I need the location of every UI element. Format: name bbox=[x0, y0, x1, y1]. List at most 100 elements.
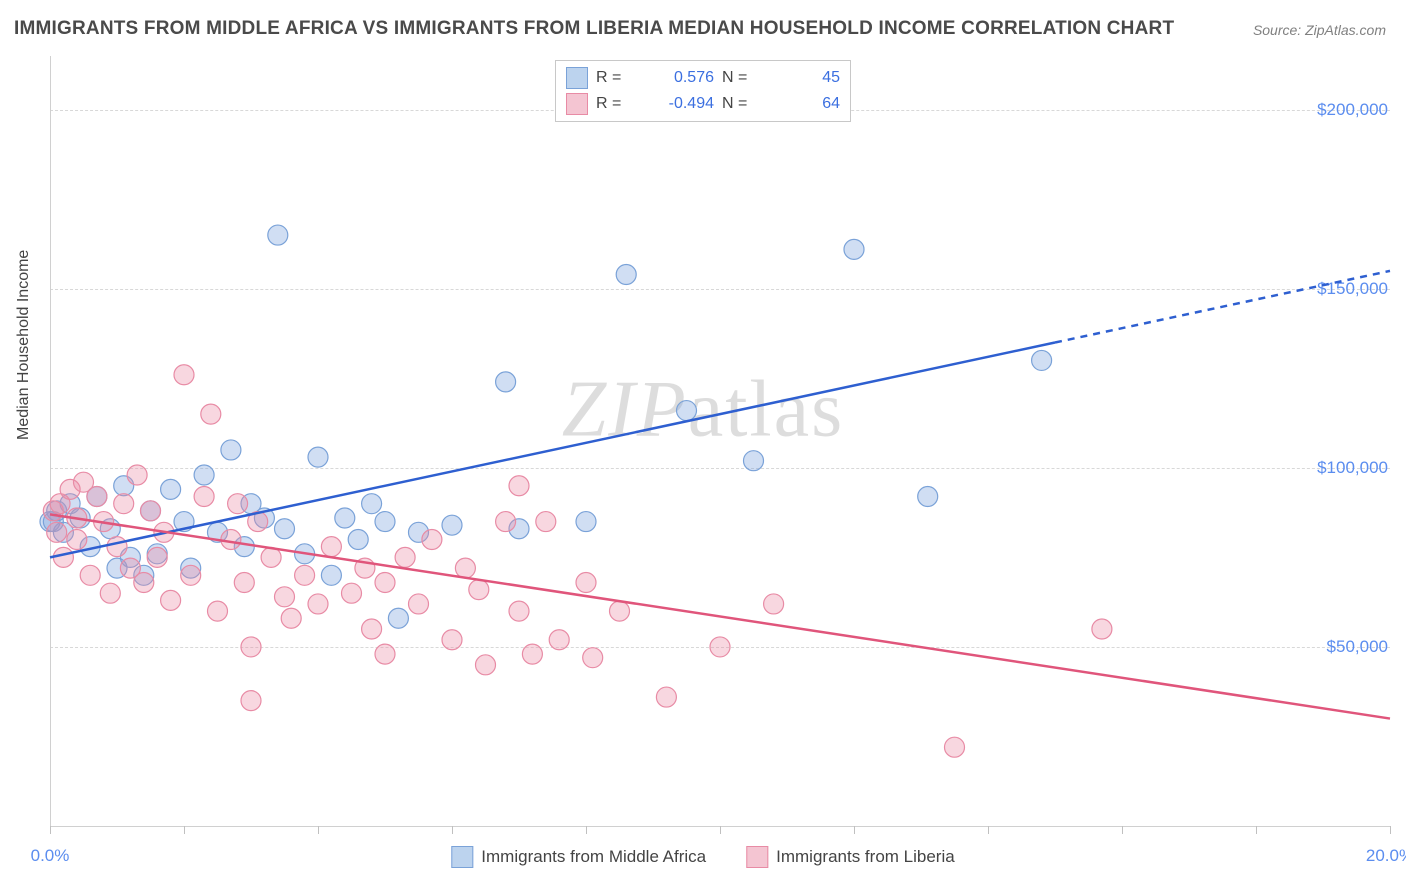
source-attribution: Source: ZipAtlas.com bbox=[1253, 22, 1386, 38]
x-tick bbox=[586, 826, 587, 834]
x-tick bbox=[318, 826, 319, 834]
data-point bbox=[549, 630, 569, 650]
data-point bbox=[221, 529, 241, 549]
data-point bbox=[201, 404, 221, 424]
x-tick bbox=[184, 826, 185, 834]
x-tick bbox=[720, 826, 721, 834]
data-point bbox=[321, 565, 341, 585]
chart-svg bbox=[50, 56, 1390, 826]
data-point bbox=[308, 447, 328, 467]
data-point bbox=[536, 512, 556, 532]
data-point bbox=[342, 583, 362, 603]
swatch-middle-africa bbox=[566, 67, 588, 89]
legend-n-value: 45 bbox=[770, 69, 840, 87]
data-point bbox=[442, 630, 462, 650]
x-tick bbox=[1122, 826, 1123, 834]
trend-line bbox=[50, 514, 1390, 718]
data-point bbox=[362, 619, 382, 639]
data-point bbox=[375, 572, 395, 592]
correlation-legend: R = 0.576 N = 45 R = -0.494 N = 64 bbox=[555, 60, 851, 122]
data-point bbox=[281, 608, 301, 628]
data-point bbox=[47, 522, 67, 542]
data-point bbox=[194, 487, 214, 507]
data-point bbox=[161, 479, 181, 499]
data-point bbox=[308, 594, 328, 614]
data-point bbox=[295, 565, 315, 585]
data-point bbox=[208, 601, 228, 621]
data-point bbox=[375, 512, 395, 532]
data-point bbox=[844, 239, 864, 259]
data-point bbox=[576, 572, 596, 592]
x-tick bbox=[1390, 826, 1391, 834]
chart-title: IMMIGRANTS FROM MIDDLE AFRICA VS IMMIGRA… bbox=[14, 18, 1174, 40]
legend-item-middle-africa: Immigrants from Middle Africa bbox=[451, 846, 706, 868]
swatch-liberia bbox=[566, 93, 588, 115]
data-point bbox=[335, 508, 355, 528]
data-point bbox=[522, 644, 542, 664]
data-point bbox=[161, 590, 181, 610]
data-point bbox=[455, 558, 475, 578]
data-point bbox=[509, 476, 529, 496]
legend-label: Immigrants from Liberia bbox=[776, 847, 955, 867]
x-tick bbox=[452, 826, 453, 834]
data-point bbox=[656, 687, 676, 707]
data-point bbox=[764, 594, 784, 614]
data-point bbox=[234, 572, 254, 592]
data-point bbox=[576, 512, 596, 532]
legend-n-label: N = bbox=[722, 95, 762, 113]
data-point bbox=[275, 587, 295, 607]
data-point bbox=[174, 365, 194, 385]
swatch-middle-africa bbox=[451, 846, 473, 868]
data-point bbox=[194, 465, 214, 485]
data-point bbox=[583, 648, 603, 668]
legend-item-liberia: Immigrants from Liberia bbox=[746, 846, 955, 868]
data-point bbox=[476, 655, 496, 675]
data-point bbox=[710, 637, 730, 657]
y-axis-label: Median Household Income bbox=[15, 250, 33, 440]
legend-row-middle-africa: R = 0.576 N = 45 bbox=[566, 65, 840, 91]
data-point bbox=[677, 401, 697, 421]
legend-row-liberia: R = -0.494 N = 64 bbox=[566, 91, 840, 117]
data-point bbox=[422, 529, 442, 549]
series-legend: Immigrants from Middle Africa Immigrants… bbox=[451, 846, 954, 868]
data-point bbox=[395, 547, 415, 567]
x-tick bbox=[988, 826, 989, 834]
data-point bbox=[496, 372, 516, 392]
data-point bbox=[1092, 619, 1112, 639]
x-tick-label-min: 0.0% bbox=[31, 846, 70, 866]
legend-n-label: N = bbox=[722, 69, 762, 87]
data-point bbox=[181, 565, 201, 585]
data-point bbox=[469, 580, 489, 600]
data-point bbox=[388, 608, 408, 628]
data-point bbox=[134, 572, 154, 592]
data-point bbox=[744, 451, 764, 471]
data-point bbox=[321, 537, 341, 557]
trend-line-extrapolated bbox=[1055, 271, 1390, 343]
data-point bbox=[147, 547, 167, 567]
chart-container: IMMIGRANTS FROM MIDDLE AFRICA VS IMMIGRA… bbox=[0, 0, 1406, 892]
data-point bbox=[442, 515, 462, 535]
data-point bbox=[918, 487, 938, 507]
data-point bbox=[268, 225, 288, 245]
legend-r-label: R = bbox=[596, 95, 636, 113]
data-point bbox=[1032, 350, 1052, 370]
legend-r-label: R = bbox=[596, 69, 636, 87]
data-point bbox=[100, 583, 120, 603]
data-point bbox=[67, 529, 87, 549]
data-point bbox=[496, 512, 516, 532]
data-point bbox=[241, 637, 261, 657]
data-point bbox=[141, 501, 161, 521]
data-point bbox=[945, 737, 965, 757]
x-tick bbox=[854, 826, 855, 834]
legend-n-value: 64 bbox=[770, 95, 840, 113]
data-point bbox=[509, 601, 529, 621]
data-point bbox=[127, 465, 147, 485]
data-point bbox=[87, 487, 107, 507]
data-point bbox=[241, 691, 261, 711]
legend-r-value: -0.494 bbox=[644, 95, 714, 113]
data-point bbox=[375, 644, 395, 664]
data-point bbox=[275, 519, 295, 539]
legend-label: Immigrants from Middle Africa bbox=[481, 847, 706, 867]
data-point bbox=[107, 537, 127, 557]
x-tick-label-max: 20.0% bbox=[1366, 846, 1406, 866]
